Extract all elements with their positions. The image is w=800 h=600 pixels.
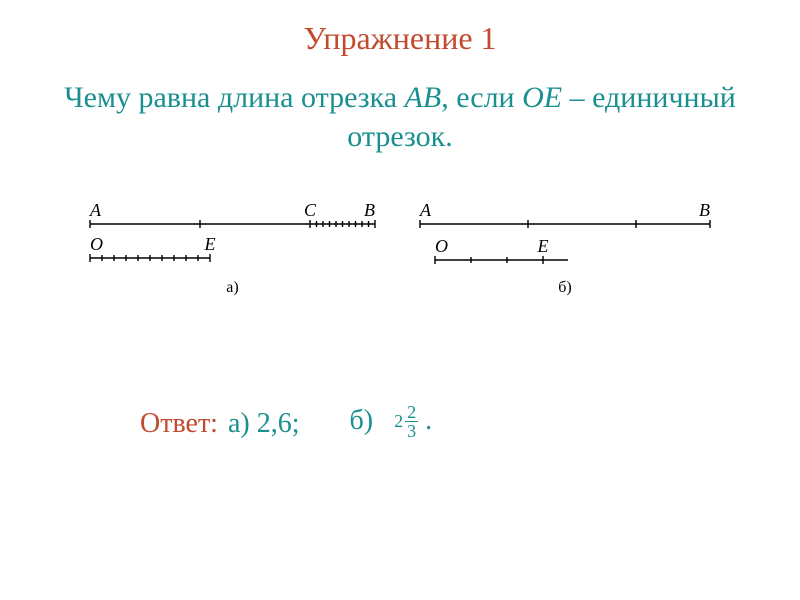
answer-a-label: а) (228, 408, 257, 439)
answer-a-value: 2,6 (257, 408, 292, 439)
svg-text:C: C (304, 200, 317, 220)
svg-text:B: B (364, 200, 375, 220)
slide: Упражнение 1 Чему равна длина отрезка АВ… (0, 0, 800, 600)
answer-a: а) 2,6; (228, 408, 300, 440)
diagrams: A C B O Eа) A B O Eб) (80, 200, 720, 330)
question-mid: , если (441, 81, 522, 114)
svg-text:а): а) (226, 279, 238, 296)
svg-text:E: E (537, 236, 549, 256)
fraction-denominator: 3 (405, 422, 418, 440)
answer-b: б) 2 2 3 . (350, 405, 433, 442)
svg-text:A: A (419, 200, 432, 220)
svg-text:б): б) (558, 279, 571, 296)
svg-text:O: O (90, 234, 103, 254)
answer-b-label: б) (350, 405, 374, 436)
fraction-numerator: 2 (405, 403, 418, 422)
answer-b-fraction: 2 2 3 (394, 403, 418, 440)
segment-ab: АВ (405, 81, 442, 114)
svg-text:E: E (204, 234, 216, 254)
diagram-svg: A C B O Eа) A B O Eб) (80, 200, 720, 330)
answer-b-period: . (425, 405, 432, 436)
segment-oe: ОЕ (522, 81, 562, 114)
question-prefix: Чему равна длина отрезка (64, 81, 404, 114)
answer-label: Ответ: (140, 408, 218, 440)
answer-line: Ответ: а) 2,6; б) 2 2 3 . (140, 405, 432, 442)
question-text: Чему равна длина отрезка АВ, если ОЕ – е… (60, 78, 740, 156)
fraction-whole: 2 (394, 411, 403, 432)
svg-text:B: B (699, 200, 710, 220)
exercise-title: Упражнение 1 (0, 20, 800, 57)
answer-a-semicolon: ; (292, 408, 300, 439)
fraction-stack: 2 3 (405, 403, 418, 440)
svg-text:O: O (435, 236, 448, 256)
svg-text:A: A (89, 200, 102, 220)
